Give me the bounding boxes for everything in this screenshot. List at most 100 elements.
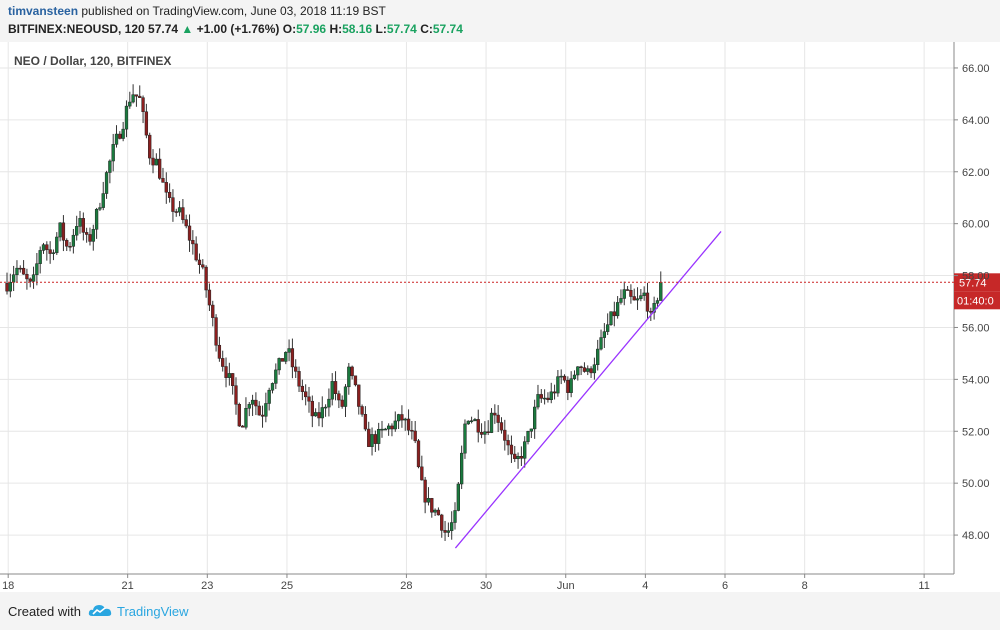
x-tick-label: 8 bbox=[802, 580, 808, 592]
candle-body bbox=[61, 222, 66, 241]
candle-body bbox=[579, 366, 583, 368]
candle-body bbox=[94, 208, 99, 230]
candle-body bbox=[582, 367, 587, 372]
candle bbox=[350, 365, 354, 380]
candle bbox=[187, 214, 192, 252]
candle bbox=[284, 351, 288, 365]
candle-body bbox=[247, 404, 251, 409]
candle-body bbox=[227, 373, 231, 378]
candle bbox=[403, 417, 407, 431]
candle-body bbox=[509, 444, 514, 455]
tradingview-cloud-icon[interactable] bbox=[88, 602, 112, 620]
candle-body bbox=[104, 172, 109, 194]
candle-body bbox=[373, 434, 378, 444]
candle bbox=[625, 285, 630, 291]
candle bbox=[280, 358, 285, 362]
candle bbox=[619, 289, 623, 305]
candle bbox=[307, 386, 311, 413]
countdown-tag bbox=[954, 291, 1000, 310]
candle-body bbox=[386, 425, 391, 430]
candle bbox=[48, 241, 52, 264]
candle-body bbox=[141, 97, 145, 113]
candle bbox=[489, 408, 494, 434]
candle bbox=[615, 296, 620, 319]
candle bbox=[367, 421, 371, 447]
candle bbox=[118, 131, 122, 140]
candle bbox=[28, 277, 32, 288]
candle bbox=[386, 423, 391, 436]
candle bbox=[231, 373, 235, 395]
candle bbox=[98, 202, 102, 212]
candle-body bbox=[55, 236, 59, 253]
candle-body bbox=[240, 425, 245, 428]
candle bbox=[250, 394, 255, 416]
candle-body bbox=[65, 240, 69, 247]
candle bbox=[476, 409, 480, 443]
candle-body bbox=[211, 304, 215, 318]
candle bbox=[287, 339, 291, 362]
candle-body bbox=[35, 263, 39, 275]
candle bbox=[552, 384, 557, 400]
candle-body bbox=[655, 300, 660, 304]
candle-body bbox=[158, 158, 162, 179]
candle bbox=[297, 366, 301, 392]
candle bbox=[41, 242, 46, 254]
candle bbox=[300, 379, 305, 401]
candle bbox=[436, 507, 441, 516]
candle-body bbox=[51, 252, 56, 254]
candle bbox=[124, 100, 129, 138]
candle bbox=[21, 260, 26, 275]
candle-body bbox=[75, 226, 79, 236]
candle-body bbox=[589, 368, 593, 374]
grid-lines bbox=[0, 42, 954, 574]
author-link[interactable]: timvansteen bbox=[8, 4, 79, 18]
candle-body bbox=[476, 419, 480, 433]
candle bbox=[533, 399, 537, 439]
candle-body bbox=[360, 406, 364, 415]
candle bbox=[128, 91, 132, 109]
candle-body bbox=[108, 160, 112, 173]
candle-body bbox=[433, 509, 437, 513]
candle-body bbox=[114, 133, 119, 145]
candle-body bbox=[469, 420, 474, 422]
candle bbox=[247, 401, 251, 417]
candle-body bbox=[91, 229, 95, 242]
candle bbox=[45, 241, 49, 261]
tradingview-link[interactable]: TradingView bbox=[117, 604, 189, 619]
trendline bbox=[454, 231, 722, 549]
candle bbox=[440, 513, 444, 538]
candles bbox=[5, 84, 663, 541]
candle-body bbox=[393, 420, 397, 430]
candle bbox=[91, 224, 95, 251]
candle bbox=[443, 520, 447, 541]
candle-body bbox=[526, 431, 530, 442]
candle-body bbox=[28, 278, 32, 282]
candle bbox=[304, 384, 308, 406]
candle-body bbox=[615, 302, 620, 317]
candle-body bbox=[559, 375, 563, 378]
candlestick-chart[interactable]: 57.74 01:40:0 48.00 50.00 52.00 54.00 56.00 58… bbox=[0, 42, 1000, 592]
candle-body bbox=[496, 414, 500, 423]
candle-body bbox=[307, 396, 311, 402]
candle bbox=[529, 428, 533, 439]
low-value: 57.74 bbox=[386, 22, 417, 36]
candle bbox=[642, 286, 646, 301]
candle-body bbox=[214, 317, 218, 346]
candle-body bbox=[380, 428, 384, 431]
candle-body bbox=[340, 399, 344, 407]
candle bbox=[460, 445, 464, 490]
candle bbox=[592, 357, 597, 380]
candle bbox=[237, 402, 241, 427]
candle-body bbox=[161, 178, 165, 183]
candle-body bbox=[632, 296, 636, 301]
candle-body bbox=[194, 243, 198, 261]
candle bbox=[101, 181, 105, 211]
candle bbox=[35, 253, 39, 286]
chart-area[interactable]: 57.74 01:40:0 48.00 50.00 52.00 54.00 56.00 58… bbox=[0, 42, 1000, 592]
change-value: +1.00 (+1.76%) bbox=[196, 22, 280, 36]
candle bbox=[612, 301, 616, 327]
candle bbox=[171, 189, 175, 222]
candle bbox=[257, 401, 261, 416]
candle-body bbox=[533, 406, 537, 430]
candle-body bbox=[327, 398, 331, 408]
